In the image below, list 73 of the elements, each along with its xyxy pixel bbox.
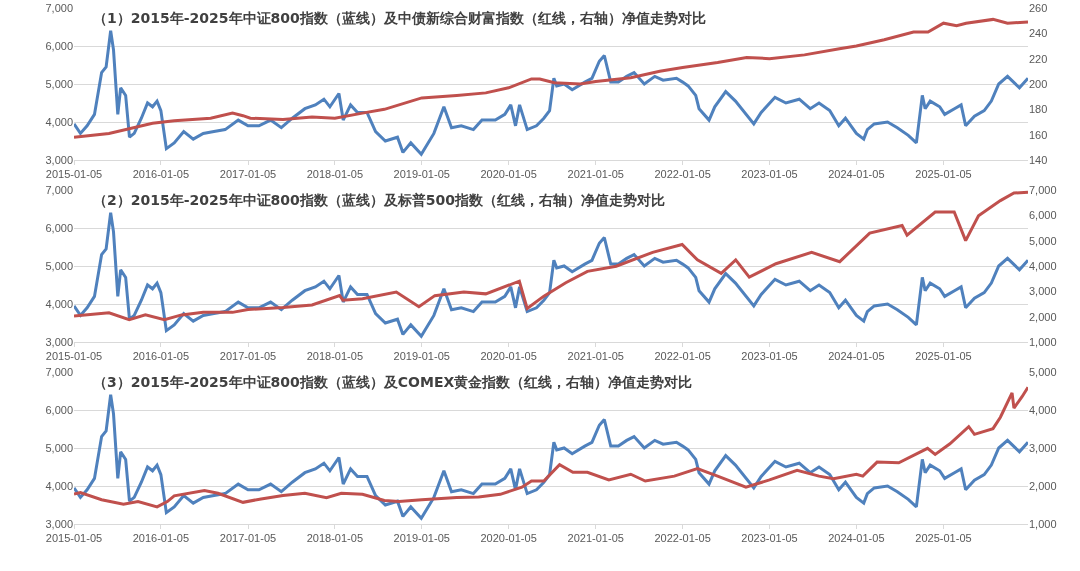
x-tick-label: 2017-01-05 — [219, 168, 277, 181]
x-tick-label: 2022-01-05 — [654, 168, 711, 181]
x-tick-label: 2024-01-05 — [828, 350, 885, 363]
x-tick-label: 2020-01-05 — [480, 168, 537, 181]
y-tick-label: 5,000 — [45, 441, 73, 454]
chart-title: （2）2015年-2025年中证800指数（蓝线）及标普500指数（红线，右轴）净值走势对比 — [93, 191, 666, 208]
x-tick-label: 2023-01-05 — [741, 350, 798, 363]
y2-tick-label: 1,000 — [1029, 335, 1057, 348]
y2-tick-label: 240 — [1029, 27, 1048, 40]
y-tick-label: 3,000 — [45, 335, 73, 348]
x-tick-label: 2017-01-05 — [219, 350, 277, 363]
x-tick-label: 2022-01-05 — [654, 350, 711, 363]
y-tick-label: 7,000 — [45, 183, 73, 196]
line-series — [74, 29, 1028, 156]
y-tick-label: 4,000 — [45, 297, 73, 310]
x-tick-label: 2025-01-05 — [915, 532, 972, 545]
x-tick-label: 2021-01-05 — [567, 168, 624, 181]
x-tick-label: 2023-01-05 — [741, 168, 798, 181]
chart-title: （1）2015年-2025年中证800指数（蓝线）及中债新综合财富指数（红线，右轴）净值走势对比 — [93, 9, 706, 26]
line-series — [74, 211, 1028, 338]
y2-tick-label: 3,000 — [1029, 441, 1057, 454]
x-tick-label: 2024-01-05 — [828, 532, 885, 545]
chart-title: （3）2015年-2025年中证800指数（蓝线）及COMEX黄金指数（红线，右轴）净值走势对比 — [93, 373, 693, 390]
y2-tick-label: 3,000 — [1029, 285, 1057, 298]
x-tick-label: 2020-01-05 — [480, 532, 537, 545]
y2-tick-label: 260 — [1029, 1, 1048, 14]
y2-tick-label: 2,000 — [1029, 310, 1057, 323]
x-tick-label: 2021-01-05 — [567, 532, 624, 545]
x-tick-label: 2015-01-05 — [45, 168, 103, 181]
y-tick-label: 5,000 — [45, 77, 73, 90]
y-tick-label: 6,000 — [45, 221, 73, 234]
x-tick-label: 2021-01-05 — [567, 350, 624, 363]
y-tick-label: 4,000 — [45, 479, 73, 492]
y-tick-label: 3,000 — [45, 153, 73, 166]
y2-tick-label: 6,000 — [1029, 209, 1057, 222]
line-series — [74, 190, 1028, 322]
y-tick-label: 3,000 — [45, 517, 73, 530]
y-tick-label: 5,000 — [45, 259, 73, 272]
y2-tick-label: 220 — [1029, 52, 1048, 65]
x-tick-label: 2019-01-05 — [393, 532, 450, 545]
x-tick-label: 2025-01-05 — [915, 168, 972, 181]
x-tick-label: 2018-01-05 — [306, 168, 364, 181]
y-tick-label: 7,000 — [45, 1, 73, 14]
y2-tick-label: 5,000 — [1029, 365, 1057, 378]
x-tick-label: 2016-01-05 — [132, 168, 190, 181]
y2-tick-label: 180 — [1029, 103, 1048, 116]
y-tick-label: 6,000 — [45, 403, 73, 416]
y2-tick-label: 200 — [1029, 77, 1048, 90]
y2-tick-label: 160 — [1029, 128, 1048, 141]
y2-tick-label: 1,000 — [1029, 517, 1057, 530]
x-tick-label: 2016-01-05 — [132, 350, 190, 363]
x-tick-label: 2018-01-05 — [306, 532, 364, 545]
y2-tick-label: 4,000 — [1029, 259, 1057, 272]
x-tick-label: 2025-01-05 — [915, 350, 972, 363]
x-tick-label: 2019-01-05 — [393, 168, 450, 181]
x-tick-label: 2016-01-05 — [132, 532, 190, 545]
y2-tick-label: 4,000 — [1029, 403, 1057, 416]
y-tick-label: 6,000 — [45, 39, 73, 52]
x-tick-label: 2019-01-05 — [393, 350, 450, 363]
x-tick-label: 2023-01-05 — [741, 532, 798, 545]
y2-tick-label: 5,000 — [1029, 234, 1057, 247]
y2-tick-label: 2,000 — [1029, 479, 1057, 492]
x-tick-label: 2022-01-05 — [654, 532, 711, 545]
x-tick-label: 2015-01-05 — [45, 532, 103, 545]
x-tick-label: 2018-01-05 — [306, 350, 364, 363]
x-tick-label: 2024-01-05 — [828, 168, 885, 181]
x-tick-label: 2017-01-05 — [219, 532, 277, 545]
y2-tick-label: 140 — [1029, 153, 1048, 166]
y2-tick-label: 7,000 — [1029, 183, 1057, 196]
x-tick-label: 2015-01-05 — [45, 350, 103, 363]
x-tick-label: 2020-01-05 — [480, 350, 537, 363]
y-tick-label: 4,000 — [45, 115, 73, 128]
y-tick-label: 7,000 — [45, 365, 73, 378]
